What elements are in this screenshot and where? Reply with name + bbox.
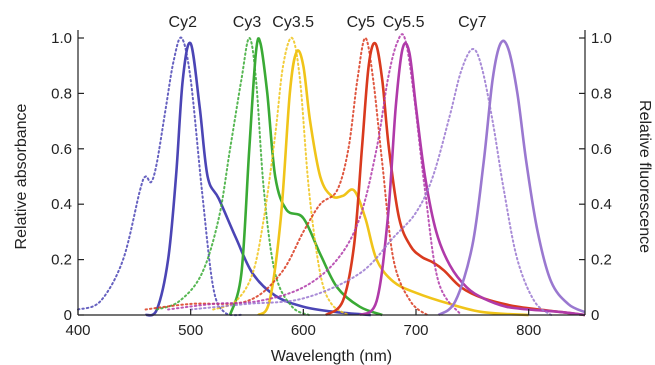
y-axis-right-label: Relative fluorescence [636, 100, 653, 253]
cy3-5-fluorescence-curve [257, 49, 529, 317]
y-tick-label-right: 1.0 [591, 30, 612, 47]
curves-layer [77, 33, 586, 317]
x-tick-label: 800 [516, 322, 541, 339]
cy5-label: Cy5 [347, 14, 376, 31]
cy3-absorbance-curve [155, 36, 310, 316]
y-tick-label-right: 0.2 [591, 252, 612, 269]
x-tick-label: 700 [403, 322, 428, 339]
y-tick-label-left: 0.4 [51, 196, 72, 213]
cy5-5-fluorescence-curve [358, 42, 586, 317]
y-tick-label-right: 0.4 [591, 196, 612, 213]
cy7-fluorescence-curve [437, 39, 586, 317]
cy5-absorbance-curve [144, 36, 429, 316]
y-tick-label-right: 0.8 [591, 85, 612, 102]
y-tick-label-left: 1.0 [51, 30, 72, 47]
cy5-5-label: Cy5.5 [383, 14, 425, 31]
y-tick-label-left: 0.6 [51, 141, 72, 158]
cy2-fluorescence-curve [145, 41, 372, 317]
cy7-absorbance-curve [189, 48, 553, 316]
cy3-label: Cy3 [233, 14, 262, 31]
x-tick-label: 500 [178, 322, 203, 339]
y-tick-label-left: 0.2 [51, 252, 72, 269]
x-tick-label: 600 [291, 322, 316, 339]
x-tick-label: 400 [65, 322, 90, 339]
y-axis-left-label: Relative absorbance [13, 103, 30, 249]
cy3-5-absorbance-curve [212, 36, 350, 316]
y-tick-label-left: 0.8 [51, 85, 72, 102]
cy2-label: Cy2 [169, 14, 198, 31]
y-tick-label-right: 0 [591, 307, 599, 324]
x-axis-label: Wavelength (nm) [271, 348, 392, 365]
peak-labels-layer: Cy2 Cy3 Cy3.5 Cy5 Cy5.5 Cy7 [169, 14, 487, 31]
ticks-layer: 400 500 600 700 800 0 0 0.2 0.2 0.4 0.4 0.6 0.6 0.8 0.… [51, 30, 612, 339]
cy5-5-absorbance-curve [167, 33, 463, 316]
y-tick-label-left: 0 [64, 307, 72, 324]
cy3-5-label: Cy3.5 [272, 14, 314, 31]
cy7-label: Cy7 [458, 14, 487, 31]
axes-layer [77, 30, 586, 316]
cy2-absorbance-curve [77, 36, 243, 317]
y-tick-label-right: 0.6 [591, 141, 612, 158]
